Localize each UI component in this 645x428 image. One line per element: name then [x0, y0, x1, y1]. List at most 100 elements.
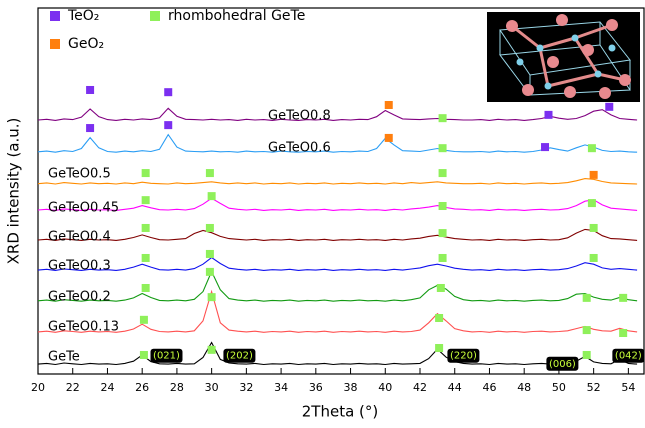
series-label: GeTeO0.5: [48, 167, 111, 182]
x-tick-label: 42: [413, 381, 427, 394]
legend-label: TeO₂: [67, 8, 99, 24]
series-label: GeTeO0.6: [268, 141, 331, 156]
phase-marker: [438, 114, 447, 123]
phase-marker: [619, 329, 628, 338]
series-line: [37, 270, 638, 302]
series-label: GeTeO0.45: [48, 201, 119, 216]
x-tick-label: 44: [448, 381, 462, 394]
series-label: GeTe: [48, 350, 80, 365]
annotation-box: [223, 348, 256, 363]
series-line: [37, 228, 638, 241]
phase-marker: [205, 249, 214, 258]
x-tick-label: 24: [100, 381, 114, 394]
phase-marker: [141, 169, 150, 178]
plot-frame: [37, 7, 645, 375]
phase-marker: [589, 253, 598, 262]
x-tick-label: 34: [274, 381, 288, 394]
y-axis-label: XRD intensity (a.u.): [5, 118, 23, 265]
legend-swatch: [50, 11, 60, 21]
x-tick-label: 26: [135, 381, 149, 394]
phase-marker: [164, 121, 173, 130]
series-label: GeTeO0.2: [48, 290, 111, 305]
annotation: (220): [450, 351, 477, 362]
phase-marker: [384, 133, 393, 142]
series-line: [37, 256, 638, 271]
annotation: (021): [153, 351, 180, 362]
x-tick-label: 50: [552, 381, 566, 394]
phase-marker: [141, 253, 150, 262]
phase-marker: [438, 144, 447, 153]
series-line: [37, 341, 638, 366]
phase-marker: [205, 223, 214, 232]
x-tick-label: 40: [378, 381, 392, 394]
phase-marker: [384, 100, 393, 109]
x-tick-label: 52: [587, 381, 601, 394]
crystal-inset: [487, 12, 640, 102]
phase-marker: [141, 196, 150, 205]
series-label: GeTeO0.3: [48, 259, 111, 274]
x-tick-label: 20: [31, 381, 45, 394]
phase-marker: [587, 199, 596, 208]
phase-marker: [589, 223, 598, 232]
phase-marker: [605, 102, 614, 111]
legend-swatch: [150, 11, 160, 21]
series-line: [37, 289, 638, 333]
x-tick-label: 28: [170, 381, 184, 394]
phase-marker: [438, 253, 447, 262]
series-line: [37, 197, 638, 211]
legend-label: GeO₂: [68, 36, 104, 52]
phase-marker: [205, 267, 214, 276]
phase-marker: [435, 314, 444, 323]
x-tick-label: 46: [482, 381, 496, 394]
phase-marker: [205, 169, 214, 178]
phase-marker: [207, 345, 216, 354]
phase-marker: [541, 143, 550, 152]
series-line: [37, 133, 638, 153]
legend-label: rhombohedral GeTe: [168, 8, 305, 24]
x-tick-label: 54: [621, 381, 635, 394]
x-tick-label: 48: [517, 381, 531, 394]
phase-marker: [207, 293, 216, 302]
phase-marker: [141, 223, 150, 232]
phase-marker: [544, 110, 553, 119]
phase-marker: [619, 293, 628, 302]
phase-marker: [86, 85, 95, 94]
phase-marker: [582, 293, 591, 302]
series-line: [37, 107, 638, 121]
x-tick-label: 38: [344, 381, 358, 394]
phase-marker: [141, 283, 150, 292]
legend-swatch: [50, 39, 60, 49]
phase-marker: [139, 350, 148, 359]
x-axis-label: 2Theta (°): [302, 403, 379, 421]
x-tick-label: 22: [66, 381, 80, 394]
series-line: [37, 178, 638, 185]
phase-marker: [436, 283, 445, 292]
phase-marker: [438, 169, 447, 178]
annotation: (202): [226, 351, 253, 362]
phase-marker: [207, 192, 216, 201]
phase-marker: [587, 144, 596, 153]
phase-marker: [139, 315, 148, 324]
phase-marker: [164, 88, 173, 97]
annotation-box: [612, 348, 645, 363]
phase-marker: [438, 202, 447, 211]
phase-marker: [582, 350, 591, 359]
phase-marker: [438, 229, 447, 238]
x-tick-label: 36: [309, 381, 323, 394]
phase-marker: [582, 326, 591, 335]
series-label: GeTeO0.13: [48, 320, 119, 335]
phase-marker: [589, 170, 598, 179]
series-label: GeTeO0.4: [48, 230, 111, 245]
annotation-box: [546, 356, 579, 371]
x-tick-label: 30: [205, 381, 219, 394]
annotation: (042): [615, 351, 642, 362]
x-tick-label: 32: [239, 381, 253, 394]
annotation-box: [150, 348, 183, 363]
annotation-box: [447, 348, 480, 363]
phase-marker: [86, 124, 95, 133]
series-label: GeTeO0.8: [268, 109, 331, 124]
annotation: (006): [549, 359, 576, 370]
phase-marker: [435, 344, 444, 353]
